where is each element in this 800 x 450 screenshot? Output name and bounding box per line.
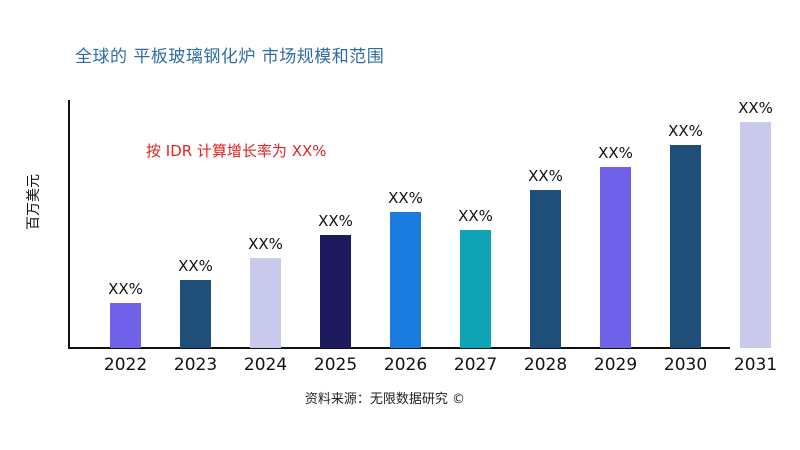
x-tick-label-2029: 2029: [593, 355, 638, 375]
bar-value-label-2030: XX%: [668, 122, 703, 140]
bar-group-2024: XX% 2024: [244, 235, 287, 375]
x-tick-label-2023: 2023: [173, 355, 218, 375]
x-tick-label-2025: 2025: [313, 355, 358, 375]
plot-area: XX% 2022 XX% 2023 XX% 2024 XX% 2025 XX% 2026 XX% 20…: [0, 99, 800, 375]
bar-2027: [460, 230, 491, 348]
bar-2025: [320, 235, 351, 348]
x-tick-label-2028: 2028: [523, 355, 568, 375]
bar-value-label-2024: XX%: [248, 235, 283, 253]
bar-2031: [740, 122, 771, 348]
x-axis-line: [68, 347, 730, 349]
bar-value-label-2027: XX%: [458, 207, 493, 225]
chart-title: 全球的 平板玻璃钢化炉 市场规模和范围: [75, 47, 385, 67]
bar-2030: [670, 145, 701, 348]
x-tick-label-2024: 2024: [243, 355, 288, 375]
bar-2029: [600, 167, 631, 348]
bar-value-label-2026: XX%: [388, 189, 423, 207]
bar-group-2030: XX% 2030: [664, 122, 707, 375]
bar-value-label-2031: XX%: [738, 99, 773, 117]
bar-2028: [530, 190, 561, 348]
bar-value-label-2022: XX%: [108, 280, 143, 298]
bar-2023: [180, 280, 211, 348]
bar-group-2023: XX% 2023: [174, 257, 217, 375]
bar-2024: [250, 258, 281, 348]
bar-value-label-2025: XX%: [318, 212, 353, 230]
bar-group-2031: XX% 2031: [734, 99, 777, 375]
x-tick-label-2026: 2026: [383, 355, 428, 375]
source-attribution: 资料来源：无限数据研究 ©: [304, 392, 466, 407]
x-tick-label-2030: 2030: [663, 355, 708, 375]
bar-group-2026: XX% 2026: [384, 189, 427, 375]
x-tick-label-2031: 2031: [733, 355, 778, 375]
bar-2026: [390, 212, 421, 348]
bar-value-label-2029: XX%: [598, 144, 633, 162]
bar-group-2022: XX% 2022: [104, 280, 147, 375]
y-axis-line: [68, 100, 70, 348]
bar-group-2028: XX% 2028: [524, 167, 567, 375]
bar-group-2025: XX% 2025: [314, 212, 357, 375]
x-tick-label-2022: 2022: [103, 355, 148, 375]
bar-group-2029: XX% 2029: [594, 144, 637, 375]
bar-group-2027: XX% 2027: [454, 207, 497, 375]
bar-value-label-2028: XX%: [528, 167, 563, 185]
bar-2022: [110, 303, 141, 348]
x-tick-label-2027: 2027: [453, 355, 498, 375]
growth-rate-annotation: 按 IDR 计算增长率为 XX%: [146, 142, 327, 160]
bar-value-label-2023: XX%: [178, 257, 213, 275]
